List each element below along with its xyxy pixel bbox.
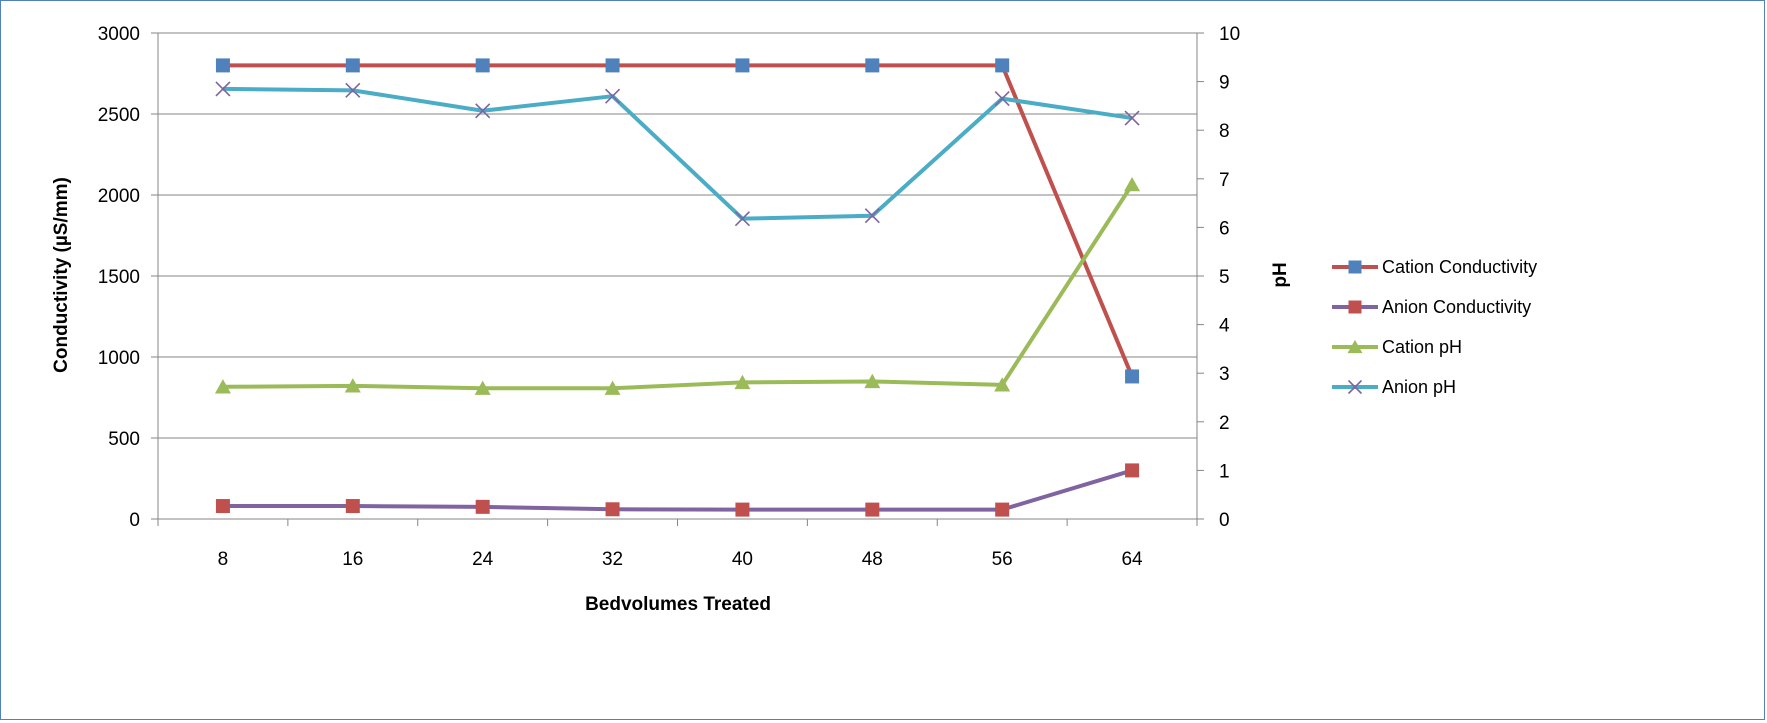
y2-tick-label: 4 <box>1219 316 1230 337</box>
y2-tick-label: 3 <box>1219 364 1230 385</box>
data-point <box>995 58 1009 72</box>
data-point <box>346 58 360 72</box>
y2-axis-title: pH <box>1270 262 1291 287</box>
x-axis-title: Bedvolumes Treated <box>585 594 771 615</box>
data-point <box>865 58 879 72</box>
legend-marker <box>1349 301 1362 314</box>
x-tick-label: 64 <box>1121 549 1143 570</box>
data-point <box>476 58 490 72</box>
data-point <box>476 500 490 514</box>
series-line <box>223 65 1132 376</box>
data-point <box>1124 177 1140 191</box>
y2-tick-label: 6 <box>1219 218 1230 239</box>
data-point <box>1125 463 1139 477</box>
y2-tick-label: 7 <box>1219 170 1230 191</box>
data-point <box>606 502 620 516</box>
data-point <box>735 503 749 517</box>
y-axis-title: Conductivity (µS/mm) <box>51 177 72 373</box>
legend-item: Anion pH <box>1332 377 1456 397</box>
y-tick-label: 0 <box>129 510 140 531</box>
legend-marker <box>1349 261 1362 274</box>
y-tick-label: 500 <box>108 429 140 450</box>
series-line <box>223 89 1132 219</box>
x-tick-label: 56 <box>992 549 1013 570</box>
y-tick-label: 1000 <box>98 348 140 369</box>
data-point <box>346 499 360 513</box>
data-point <box>216 499 230 513</box>
data-point <box>865 503 879 517</box>
x-tick-label: 16 <box>342 549 363 570</box>
data-point <box>606 58 620 72</box>
y-tick-label: 2000 <box>98 186 140 207</box>
y2-tick-label: 8 <box>1219 121 1230 142</box>
data-point <box>1125 369 1139 383</box>
y2-tick-label: 9 <box>1219 73 1230 94</box>
x-tick-label: 40 <box>732 549 753 570</box>
x-tick-label: 32 <box>602 549 623 570</box>
y2-tick-label: 2 <box>1219 413 1230 434</box>
x-tick-label: 24 <box>472 549 494 570</box>
legend: Cation Conductivity Anion Conductivity Cat… <box>1332 257 1537 397</box>
y2-tick-label: 10 <box>1219 24 1240 45</box>
data-point <box>216 58 230 72</box>
legend-item: Cation Conductivity <box>1332 257 1537 277</box>
y2-tick-label: 1 <box>1219 461 1230 482</box>
legend-label: Cation pH <box>1382 337 1462 357</box>
y2-tick-label: 0 <box>1219 510 1230 531</box>
x-tick-label: 8 <box>218 549 229 570</box>
y-tick-label: 2500 <box>98 105 140 126</box>
y-tick-label: 3000 <box>98 24 140 45</box>
legend-label: Anion Conductivity <box>1382 297 1531 317</box>
y-tick-label: 1500 <box>98 267 140 288</box>
data-point <box>995 503 1009 517</box>
series-line <box>223 185 1132 389</box>
gridlines <box>158 33 1197 438</box>
legend-item: Cation pH <box>1332 337 1462 357</box>
x-tick-label: 48 <box>862 549 883 570</box>
legend-item: Anion Conductivity <box>1332 297 1531 317</box>
series-lines <box>215 58 1140 516</box>
y2-tick-label: 5 <box>1219 267 1230 288</box>
legend-label: Anion pH <box>1382 377 1456 397</box>
legend-label: Cation Conductivity <box>1382 257 1537 277</box>
data-point <box>735 58 749 72</box>
